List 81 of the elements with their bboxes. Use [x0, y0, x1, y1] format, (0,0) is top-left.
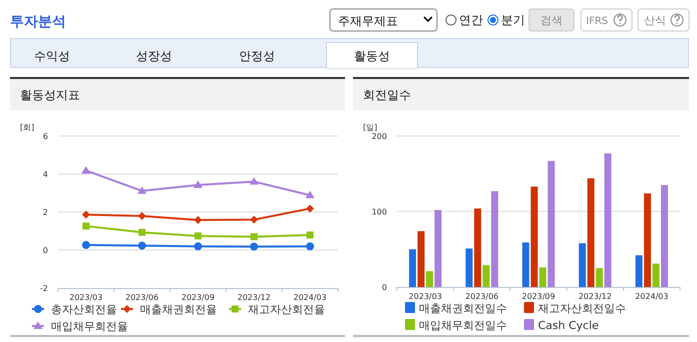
x-tick-label: 2024/03 [635, 292, 668, 301]
x-tick-label: 2023/06 [125, 293, 159, 302]
point [250, 242, 258, 251]
bar [466, 248, 473, 287]
y-tick-label: 6 [42, 132, 48, 141]
point [306, 231, 314, 238]
legend-label: 총자산회전율 [51, 303, 117, 316]
bar [548, 160, 555, 287]
point [138, 228, 146, 236]
y-axis-title: [일] [363, 123, 378, 132]
y-axis-title: [회] [20, 123, 34, 132]
text: 검색 [540, 14, 562, 27]
y-tick-label: 4 [42, 170, 48, 179]
text: 안정성 [239, 49, 275, 63]
y-tick-label: -2 [40, 284, 48, 293]
bar [418, 231, 425, 287]
bar [434, 210, 442, 287]
legend-label: 재고자산회전일수 [538, 302, 626, 315]
point [82, 166, 90, 174]
x-tick-label: 2023/06 [465, 292, 499, 301]
y-tick-label: 0 [42, 246, 48, 255]
bar [474, 208, 482, 287]
legend-label: 재고자산회전율 [248, 303, 325, 316]
bar [644, 193, 651, 287]
point [250, 233, 258, 240]
legend-label: 매출채권회전일수 [419, 302, 507, 315]
point [194, 242, 202, 250]
text: 투자분석 [10, 14, 66, 30]
bar [530, 186, 538, 287]
x-tick-label: 2023/03 [69, 293, 103, 302]
y-tick-label: 100 [372, 208, 387, 216]
bar [635, 255, 642, 287]
x-tick-label: 2023/03 [408, 292, 442, 301]
y-tick-label: 2 [42, 208, 48, 217]
x-tick-label: 2024/03 [293, 293, 327, 302]
y-tick-label: 200 [372, 132, 387, 141]
text: IFRS [586, 16, 608, 27]
point [138, 242, 146, 250]
legend-label: 매출채권회전율 [140, 303, 217, 316]
text: 수익성 [34, 49, 70, 63]
y-tick-label: 0 [382, 283, 387, 292]
point [306, 242, 314, 250]
x-tick-label: 2023/12 [237, 293, 271, 302]
point [194, 232, 202, 240]
bar [491, 191, 498, 287]
x-tick-label: 2023/09 [181, 293, 215, 302]
point [138, 212, 146, 220]
chart-title: 회전일수 [363, 88, 411, 102]
bar [660, 185, 668, 287]
text: 산식 [644, 14, 666, 27]
bar [426, 271, 434, 287]
point [250, 216, 258, 224]
text: 활동성 [354, 49, 390, 63]
point [306, 190, 314, 198]
text: 연간 [459, 13, 483, 27]
legend-label: Cash Cycle [538, 319, 599, 332]
bar [409, 249, 416, 287]
point [138, 186, 146, 194]
bar [604, 153, 612, 287]
bar [539, 267, 546, 287]
point [194, 180, 202, 188]
bar [587, 178, 594, 287]
text: 분기 [501, 13, 525, 27]
point [82, 241, 90, 250]
text: 성장성 [136, 49, 172, 63]
legend-label: 매입채무회전율 [51, 320, 128, 333]
point [306, 204, 314, 213]
point [250, 177, 258, 185]
legend-label: 매입채무회전일수 [419, 319, 507, 332]
chart-title: 활동성지표 [20, 88, 80, 102]
bar [482, 265, 490, 287]
point [82, 222, 90, 230]
point [194, 216, 202, 224]
bar [578, 243, 586, 287]
point [82, 210, 90, 219]
x-tick-label: 2023/12 [578, 292, 612, 301]
bar [652, 264, 660, 287]
x-tick-label: 2023/09 [522, 292, 556, 301]
bar [596, 268, 603, 287]
text: 주재무제표 [338, 14, 398, 28]
bar [522, 242, 530, 287]
